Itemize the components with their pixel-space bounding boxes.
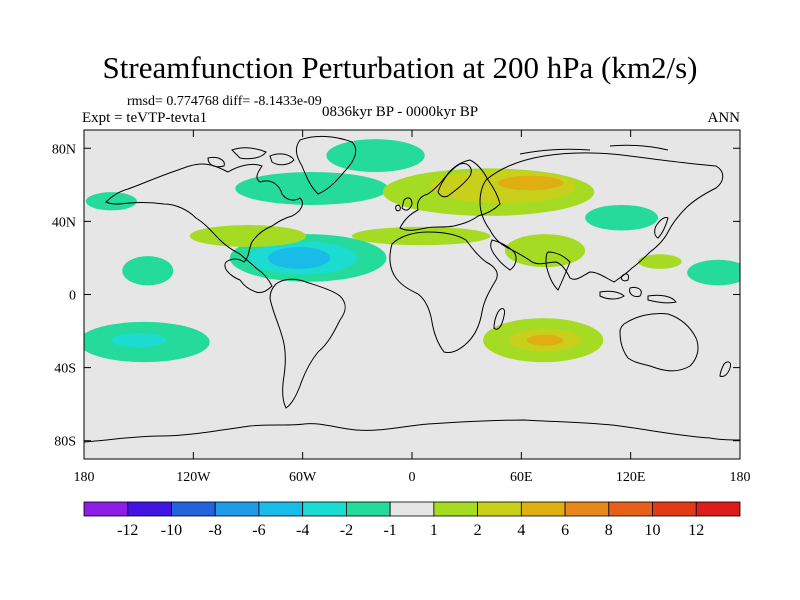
x-tick-label: 180: [74, 470, 95, 485]
coastline-europe: [399, 159, 501, 231]
anomaly-tropical-atlantic-core: [268, 246, 330, 269]
coastline-arabia: [490, 239, 517, 271]
coastlines: [84, 135, 740, 443]
anomaly-s-pacific-core: [111, 332, 166, 348]
colorbar-label: 12: [688, 522, 704, 539]
colorbar-label: 6: [561, 522, 569, 539]
x-tick-label: 120W: [176, 470, 211, 485]
period-label: 0836kyr BP - 0000kyr BP: [322, 104, 479, 120]
y-tick-label: 40N: [52, 215, 76, 230]
plot-title: Streamfunction Perturbation at 200 hPa (…: [102, 50, 698, 85]
coastline-scandinavia: [437, 163, 472, 198]
colorbar-label: 4: [517, 522, 525, 539]
y-tick-label: 80S: [54, 435, 76, 450]
experiment-label: Expt = teVTP-tevta1: [82, 110, 208, 126]
colorbar-label: -4: [296, 522, 309, 539]
colorbar-label: -6: [252, 522, 265, 539]
colorbar-label: 8: [605, 522, 613, 539]
anomaly-w-pacific-neg: [687, 259, 740, 286]
anomaly-arctic-neg: [326, 139, 425, 173]
colorbar-label: -10: [161, 522, 182, 539]
colorbar-swatch: [695, 501, 741, 517]
coastline-arctic-islands: [207, 147, 295, 168]
anomaly-arabia-pos: [504, 234, 586, 268]
colorbar-label: 10: [645, 522, 661, 539]
coastline-british-isles: [395, 197, 413, 212]
coastline-new-zealand: [719, 361, 731, 377]
colorbar-swatch: [389, 501, 435, 517]
coastline-madagascar: [493, 308, 505, 330]
colorbar-swatch: [520, 501, 566, 517]
anomaly-s-indian-core: [526, 334, 564, 346]
anomaly-n-pacific-neg: [122, 256, 174, 286]
y-axis: 80N 40N 0 40S 80S: [52, 142, 740, 450]
colorbar-swatch: [127, 501, 172, 517]
anomaly-e-asia-neg: [585, 204, 658, 231]
x-axis: 180 120W 60W 0 60E 120E 180: [74, 130, 751, 485]
x-tick-label: 60W: [289, 470, 317, 485]
colorbar-label: -8: [209, 522, 222, 539]
colorbar-swatch: [608, 501, 653, 517]
colorbar-swatch: [652, 501, 697, 517]
y-tick-label: 0: [69, 289, 76, 304]
anomaly-mediterranean-pos: [351, 226, 491, 246]
colorbar-swatch: [214, 501, 260, 517]
colorbar-label: 2: [474, 522, 482, 539]
coastline-arctic-siberia: [519, 144, 669, 155]
x-tick-label: 0: [409, 470, 416, 485]
anomaly-regions: [84, 139, 740, 363]
season-label: ANN: [707, 110, 741, 126]
coastline-greenland: [295, 135, 357, 195]
coastline-japan: [654, 217, 669, 239]
colorbar-label: -12: [117, 522, 138, 539]
colorbar-swatch: [345, 501, 391, 517]
coastline-antarctica: [84, 419, 740, 443]
anomaly-w-pacific-pos: [637, 254, 682, 269]
anomaly-atlantic-pos: [189, 225, 307, 247]
colorbar-swatch: [258, 501, 304, 517]
colorbar: -12 -10 -8 -6 -4 -2 -1 1 2 4 6 8 10 12: [83, 501, 741, 539]
stats-label: rmsd= 0.774768 diff= -8.1433e-09: [127, 94, 322, 109]
x-tick-label: 60E: [510, 470, 533, 485]
colorbar-swatch: [171, 501, 216, 517]
colorbar-swatch: [564, 501, 610, 517]
x-tick-label: 180: [730, 470, 751, 485]
coastline-africa: [389, 231, 498, 353]
colorbar-swatch: [477, 501, 522, 517]
colorbar-label: 1: [430, 522, 438, 539]
coastline-australia: [619, 313, 699, 372]
colorbar-label: -1: [383, 522, 396, 539]
anomaly-eurasia-core: [497, 175, 564, 191]
coastline-asia: [479, 152, 724, 283]
anomaly-n-atlantic-neg: [235, 172, 389, 205]
coastline-indonesia: [599, 273, 677, 304]
colorbar-swatch: [302, 501, 347, 517]
coastline-north-america: [105, 163, 303, 293]
colorbar-swatch: [433, 501, 479, 517]
x-tick-label: 120E: [616, 470, 646, 485]
coastline-south-america: [269, 278, 346, 409]
colorbar-label: -2: [340, 522, 353, 539]
anomaly-ne-pacific-neg: [85, 192, 137, 211]
coastline-india: [545, 251, 571, 291]
y-tick-label: 80N: [52, 142, 76, 157]
y-tick-label: 40S: [54, 362, 76, 377]
colorbar-swatch: [83, 501, 129, 517]
